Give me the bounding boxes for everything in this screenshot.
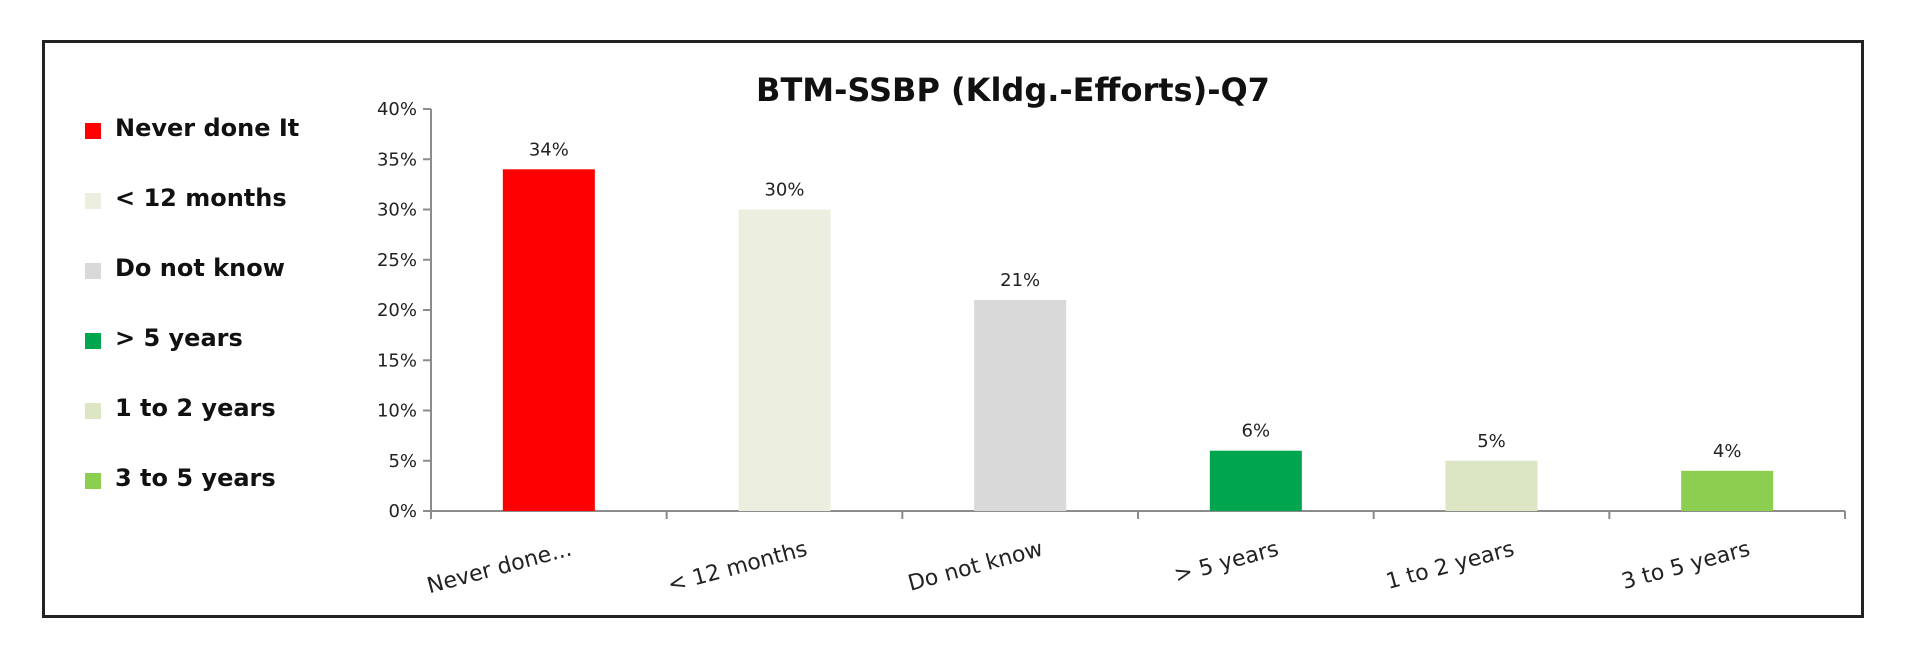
data-label: 4%: [1713, 441, 1742, 462]
bar: [974, 299, 1067, 511]
legend-label: Do not know: [115, 254, 285, 282]
x-tick-label: < 12 months: [665, 537, 810, 598]
data-label: 30%: [764, 180, 804, 201]
legend-item: Never done It: [85, 111, 345, 181]
legend-label: > 5 years: [115, 324, 243, 352]
chart-frame: BTM-SSBP (Kldg.-Efforts)-Q7 Never done I…: [42, 40, 1864, 618]
legend-item: 1 to 2 years: [85, 391, 345, 461]
legend-item: Do not know: [85, 251, 345, 321]
x-tick-label: Do not know: [905, 537, 1045, 597]
bar: [1445, 460, 1538, 511]
legend-item: < 12 months: [85, 181, 345, 251]
x-tick-label: Never done...: [425, 537, 575, 600]
data-label: 6%: [1242, 421, 1271, 442]
chart-title: BTM-SSBP (Kldg.-Efforts)-Q7: [756, 71, 1270, 109]
data-label: 21%: [1000, 270, 1040, 291]
y-tick-label: 10%: [377, 401, 417, 422]
legend-swatch: [85, 123, 101, 139]
y-tick-label: 30%: [377, 200, 417, 221]
legend: Never done It < 12 months Do not know > …: [85, 111, 345, 531]
x-tick-label: 1 to 2 years: [1383, 537, 1517, 595]
y-tick-label: 20%: [377, 300, 417, 321]
legend-label: 3 to 5 years: [115, 464, 276, 492]
bar: [1681, 470, 1774, 511]
legend-label: Never done It: [115, 114, 300, 142]
y-tick-label: 15%: [377, 350, 417, 371]
bar: [502, 169, 595, 512]
legend-swatch: [85, 473, 101, 489]
y-tick-label: 25%: [377, 250, 417, 271]
x-tick-label: 3 to 5 years: [1619, 537, 1753, 595]
bar: [1209, 450, 1302, 511]
legend-swatch: [85, 263, 101, 279]
bar-chart-plot: 0% 5% 10% 15% 20% 25% 30% 35% 40% 34% Never done..…: [377, 99, 1846, 600]
legend-item: > 5 years: [85, 321, 345, 391]
y-tick-label: 0%: [388, 501, 417, 522]
legend-swatch: [85, 193, 101, 209]
legend-item: 3 to 5 years: [85, 461, 345, 531]
y-tick-label: 5%: [388, 451, 417, 472]
legend-swatch: [85, 403, 101, 419]
data-label: 34%: [529, 139, 569, 160]
y-tick-label: 35%: [377, 149, 417, 170]
y-tick-label: 40%: [377, 99, 417, 120]
bar: [738, 209, 831, 511]
legend-label: 1 to 2 years: [115, 394, 276, 422]
legend-swatch: [85, 333, 101, 349]
x-tick-label: > 5 years: [1172, 537, 1282, 589]
legend-label: < 12 months: [115, 184, 287, 212]
data-label: 5%: [1477, 431, 1506, 452]
